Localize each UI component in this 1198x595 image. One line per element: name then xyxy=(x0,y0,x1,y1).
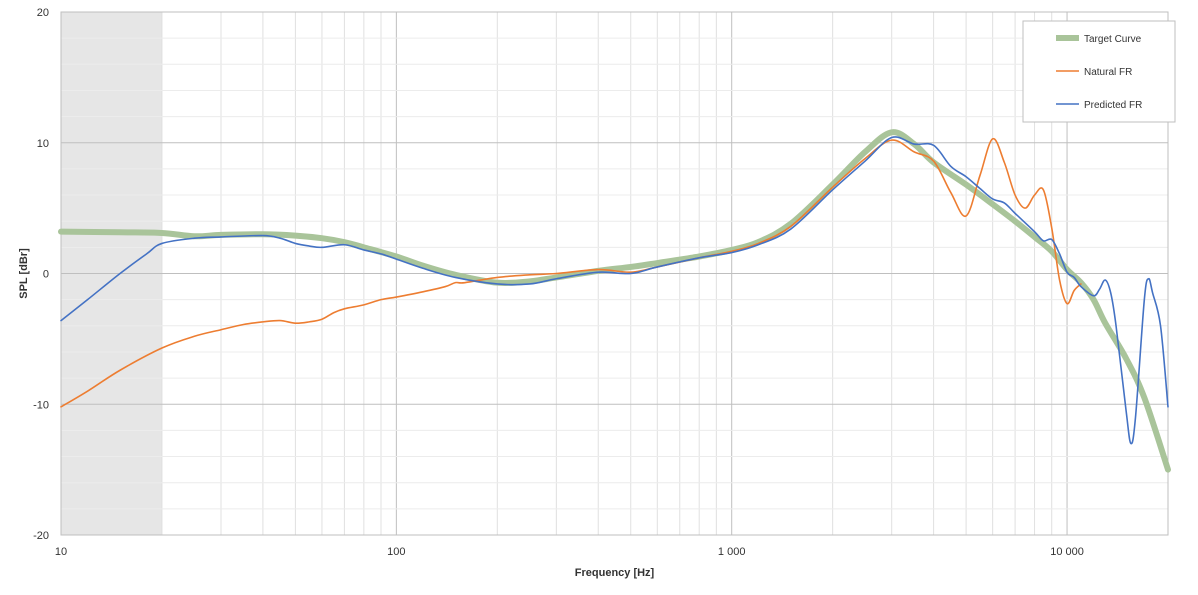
series-line-natural-fr xyxy=(60,138,1082,408)
y-tick-label: 0 xyxy=(43,269,49,281)
x-tick-label: 10 xyxy=(55,546,67,558)
legend-label: Predicted FR xyxy=(1084,100,1142,111)
y-tick-label: 10 xyxy=(37,138,49,150)
series-line-predicted-fr xyxy=(60,136,1169,445)
grid-lines xyxy=(60,11,1169,536)
x-tick-label: 1 000 xyxy=(718,546,746,558)
series-lines xyxy=(58,129,1171,473)
legend: Target Curve Natural FR Predicted FR xyxy=(1022,20,1176,123)
series-line-target-curve xyxy=(58,129,1171,473)
y-axis-title: SPL [dBr] xyxy=(18,248,30,299)
axis-tick-labels: 10 100 1 000 10 000 -20 -10 0 10 20 xyxy=(33,7,1084,558)
plot-area-border xyxy=(60,11,1169,536)
y-tick-label: 20 xyxy=(37,7,49,19)
y-tick-label: -20 xyxy=(33,530,49,542)
x-tick-label: 100 xyxy=(387,546,405,558)
y-tick-label: -10 xyxy=(33,399,49,411)
legend-box xyxy=(1022,20,1176,123)
legend-label: Natural FR xyxy=(1084,67,1132,78)
x-tick-label: 10 000 xyxy=(1050,546,1084,558)
x-axis-title: Frequency [Hz] xyxy=(575,567,655,579)
legend-label: Target Curve xyxy=(1084,34,1142,45)
